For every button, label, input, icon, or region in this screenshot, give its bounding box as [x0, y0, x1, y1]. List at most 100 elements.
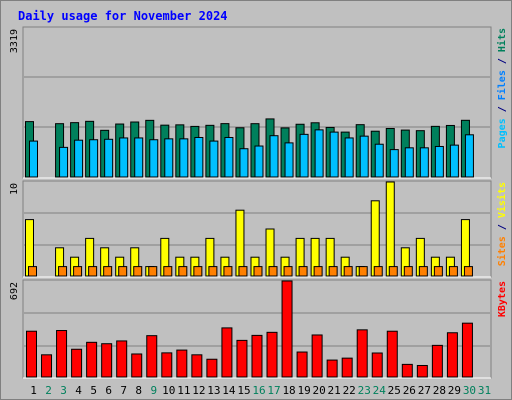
bar-sites-day-8: [133, 266, 143, 277]
panel-legend-label: Pages / Files / Hits: [496, 28, 508, 148]
bar-kbytes-day-21: [326, 359, 338, 378]
bar-kbytes-day-9: [146, 335, 158, 378]
bar-kbytes-day-25: [386, 330, 398, 378]
x-tick-label: 28: [433, 384, 446, 397]
bar-kbytes-day-29: [446, 332, 458, 378]
panel-hits-files-pages: 3319 Pages / Files / Hits: [9, 26, 508, 179]
panel-kbytes: 692 KBytes: [9, 279, 508, 379]
bar-pages-day-29: [449, 144, 459, 178]
bar-sites-day-3: [58, 266, 68, 277]
x-tick-label: 31: [478, 384, 491, 397]
bar-kbytes-day-16: [251, 334, 263, 378]
x-tick-label: 24: [373, 384, 387, 397]
bar-sites-day-29: [448, 266, 458, 277]
bar-pages-day-17: [269, 135, 279, 178]
bar-pages-day-25: [389, 149, 399, 178]
x-tick-label: 3: [60, 384, 67, 397]
bar-kbytes-day-11: [176, 349, 188, 378]
x-tick-label: 23: [358, 384, 371, 397]
bar-kbytes-day-17: [266, 331, 278, 378]
x-tick-label: 2: [45, 384, 52, 397]
bar-kbytes-day-22: [341, 357, 353, 378]
bar-kbytes-day-24: [371, 352, 383, 378]
panel-visits-sites: 10 Sites / Visits: [9, 180, 508, 278]
x-tick-label: 25: [388, 384, 401, 397]
bar-pages-day-14: [224, 136, 234, 178]
bar-sites-day-25: [388, 266, 398, 277]
bar-pages-day-13: [209, 140, 219, 178]
bar-kbytes-day-10: [161, 352, 173, 378]
bar-kbytes-day-19: [296, 351, 308, 378]
bar-pages-day-28: [434, 145, 444, 178]
panel-legend-label: KBytes: [497, 281, 508, 317]
bar-kbytes-day-28: [431, 344, 443, 378]
x-axis-day-labels: 1 2 3 4 5 6 7 8 9 10 11 12 13 14 15 16 17 18 19 20 21 22 23 24 2…: [30, 384, 491, 397]
x-tick-label: 6: [105, 384, 112, 397]
bar-pages-day-6: [104, 138, 114, 178]
legend-segment: /: [497, 100, 508, 118]
x-tick-label: 15: [237, 384, 250, 397]
x-tick-label: 14: [222, 384, 236, 397]
bar-sites-day-21: [328, 266, 338, 277]
bar-kbytes-day-4: [71, 348, 83, 378]
bar-pages-day-5: [89, 139, 99, 178]
bar-kbytes-day-26: [401, 363, 413, 378]
bar-sites-day-11: [178, 266, 188, 277]
bar-pages-day-26: [404, 147, 414, 178]
panel-max-label: 10: [9, 183, 20, 195]
bar-pages-day-24: [374, 143, 384, 178]
bar-kbytes-day-5: [86, 341, 98, 378]
bar-sites-day-6: [103, 266, 113, 277]
x-tick-label: 18: [282, 384, 295, 397]
x-tick-label: 4: [75, 384, 82, 397]
x-tick-label: 9: [150, 384, 157, 397]
bar-kbytes-day-30: [461, 322, 473, 378]
bar-pages-day-21: [329, 131, 339, 178]
legend-segment: /: [497, 52, 508, 70]
bar-sites-day-23: [358, 266, 368, 277]
bar-sites-day-18: [283, 266, 293, 277]
bar-kbytes-day-20: [311, 334, 323, 378]
bar-pages-day-16: [254, 145, 264, 178]
bar-kbytes-day-7: [116, 340, 128, 378]
bar-kbytes-day-12: [191, 354, 203, 378]
bar-kbytes-day-2: [41, 354, 53, 378]
bar-pages-day-4: [74, 139, 84, 178]
bar-sites-day-17: [268, 266, 278, 277]
legend-segment: Hits: [496, 28, 508, 52]
x-tick-label: 7: [120, 384, 127, 397]
bar-pages-day-11: [179, 138, 189, 178]
panel-max-label: 3319: [9, 29, 20, 53]
bar-sites-day-19: [298, 266, 308, 277]
bar-pages-day-1: [29, 140, 38, 178]
x-tick-label: 10: [162, 384, 175, 397]
bar-pages-day-20: [314, 129, 324, 178]
bar-pages-day-19: [299, 133, 309, 178]
bar-pages-day-15: [239, 148, 249, 178]
bar-pages-day-22: [344, 137, 354, 178]
bar-kbytes-day-18: [281, 280, 293, 378]
bar-pages-day-3: [59, 146, 69, 178]
bar-sites-day-22: [343, 266, 353, 277]
legend-segment: Files: [496, 70, 508, 100]
bar-pages-day-12: [194, 136, 204, 178]
x-tick-label: 19: [297, 384, 310, 397]
x-tick-label: 17: [267, 384, 280, 397]
x-tick-label: 29: [448, 384, 461, 397]
bar-kbytes-day-13: [206, 358, 218, 378]
legend-segment: KBytes: [497, 281, 508, 317]
bar-sites-day-7: [118, 266, 128, 277]
bar-kbytes-day-14: [221, 327, 233, 378]
bar-pages-day-7: [119, 137, 129, 178]
bar-kbytes-day-6: [101, 343, 113, 378]
x-tick-label: 12: [192, 384, 205, 397]
bar-sites-day-20: [313, 266, 323, 277]
x-tick-label: 30: [463, 384, 476, 397]
x-tick-label: 16: [252, 384, 265, 397]
bar-kbytes-day-15: [236, 339, 248, 378]
bar-sites-day-4: [73, 266, 83, 277]
legend-segment: /: [497, 218, 508, 236]
bar-sites-day-14: [223, 266, 233, 277]
bar-kbytes-day-1: [26, 330, 37, 378]
